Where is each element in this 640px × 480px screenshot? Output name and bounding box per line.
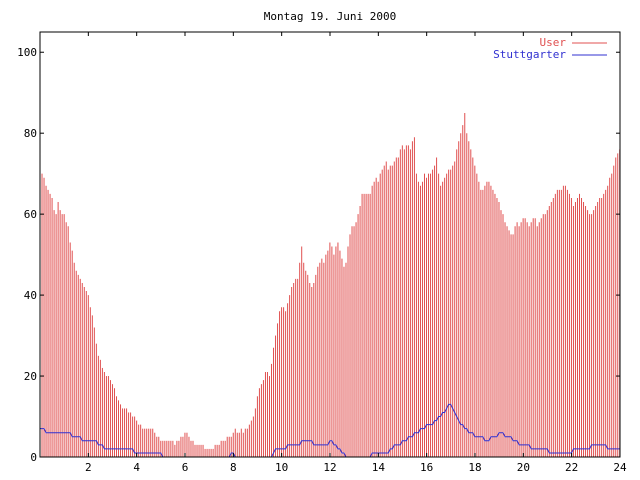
stuttgarter-line [40,403,620,458]
chart-title: Montag 19. Juni 2000 [264,10,396,23]
y-tick-label: 60 [24,208,37,221]
x-tick-label: 6 [182,461,189,474]
x-tick-label: 20 [517,461,530,474]
y-tick-label: 80 [24,127,37,140]
x-tick-label: 16 [420,461,433,474]
x-tick-label: 24 [613,461,627,474]
x-tick-label: 18 [468,461,481,474]
y-tick-label: 20 [24,370,37,383]
y-tick-label: 100 [17,46,37,59]
legend-label: Stuttgarter [493,48,566,61]
x-tick-label: 12 [323,461,336,474]
x-tick-label: 4 [133,461,140,474]
x-tick-label: 10 [275,461,288,474]
x-tick-label: 22 [565,461,578,474]
x-tick-label: 14 [372,461,386,474]
x-tick-label: 2 [85,461,92,474]
y-tick-label: 40 [24,289,37,302]
legend-label: User [540,36,567,49]
x-tick-label: 8 [230,461,237,474]
plot-marks [39,112,621,458]
y-tick-label: 0 [30,451,37,464]
